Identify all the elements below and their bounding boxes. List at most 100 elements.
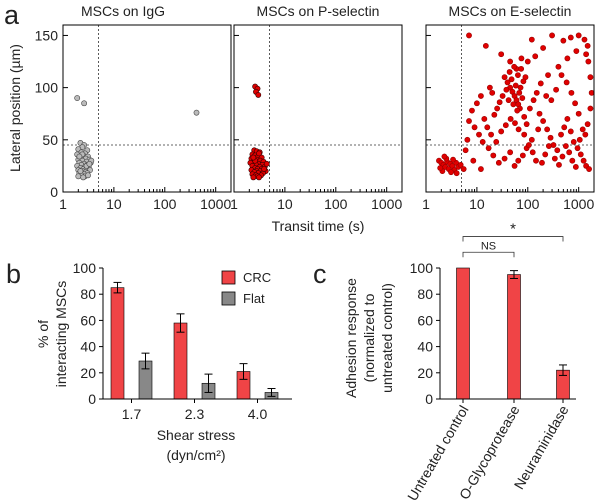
a3-point <box>547 134 554 141</box>
b-xlabel-line2: (dyn/cm²) <box>166 447 225 463</box>
a3-point <box>584 42 591 49</box>
a3-point <box>567 128 574 135</box>
a1-x-tick-label: 1000 <box>200 196 231 212</box>
a3-point <box>510 101 517 108</box>
c-x-axis: Untreated controlO-GlycoproteaseNeuramin… <box>404 399 572 502</box>
panel-b: % of interacting MSCs 0 20 40 60 80 100 1.7 2.… <box>35 260 292 463</box>
a2-x-tick-label: 10 <box>277 196 293 212</box>
a3-point <box>514 107 521 114</box>
a3-point <box>524 58 531 65</box>
a3-point <box>503 86 510 93</box>
a3-point <box>587 74 594 81</box>
a1-x-tick-label: 10 <box>106 196 122 212</box>
c-y-tick-label: 60 <box>417 312 433 328</box>
a3-point <box>540 45 547 51</box>
a3-point <box>450 156 456 163</box>
a3-point <box>572 100 578 107</box>
a3-point <box>506 69 513 75</box>
a3-point <box>519 152 526 159</box>
a3-point <box>567 34 574 41</box>
a3-point <box>507 58 514 65</box>
a3-point <box>499 93 506 99</box>
a3-point <box>535 126 542 133</box>
a3-points <box>436 32 595 177</box>
a2-x-axis: 1 10 100 1000 <box>230 34 403 212</box>
a3-point <box>528 136 535 143</box>
b-ylabel-line1: % of <box>35 320 51 348</box>
a2-x-tick-label: 1 <box>230 196 238 212</box>
a3-point <box>587 105 594 112</box>
a3-point <box>532 53 539 60</box>
c-y-axis: 0 20 40 60 80 100 <box>410 260 440 407</box>
panel-c: Adhesion response (normalized to untreat… <box>343 221 576 502</box>
a3-point <box>476 131 482 138</box>
a3-point <box>457 161 464 168</box>
a3-title: MSCs on E-selectin <box>449 3 572 19</box>
a3-point <box>508 76 515 83</box>
a3-point <box>549 32 555 39</box>
a2-point <box>256 150 262 157</box>
a3-point <box>515 126 522 133</box>
a3-point <box>554 147 561 154</box>
b-x-tick-label: 4.0 <box>248 406 268 422</box>
b-y-tick-label: 80 <box>80 286 96 302</box>
a3-point <box>460 166 467 172</box>
a3-point <box>515 72 521 78</box>
b-xlabel-line1: Shear stress <box>157 427 236 443</box>
c-y-tick-label: 80 <box>417 286 433 302</box>
a3-point <box>564 55 571 62</box>
b-ylabel-line2: interacting MSCs <box>53 281 69 388</box>
a3-point <box>488 131 494 138</box>
a3-point <box>466 118 472 124</box>
a3-point <box>558 72 565 78</box>
a3-point <box>466 32 472 39</box>
a3-x-tick-label: 1000 <box>563 196 594 212</box>
a3-point <box>585 58 592 65</box>
a1-y-axis: 0 50 100 150 <box>35 27 68 200</box>
a1-point <box>77 168 84 175</box>
b-legend-swatch-crc <box>221 270 236 285</box>
a3-point <box>512 82 519 89</box>
a1-points <box>74 95 200 181</box>
a3-point <box>530 97 537 104</box>
a3-point <box>502 122 509 129</box>
a3-point <box>493 138 500 145</box>
a3-point <box>489 89 496 96</box>
a3-point <box>491 111 498 118</box>
a2-threshold-lines <box>234 25 402 192</box>
c-significance: NS * <box>462 221 564 258</box>
a2-x-tick-label: 100 <box>324 196 348 212</box>
a3-point <box>545 72 551 78</box>
a3-point <box>579 126 586 133</box>
a3-point <box>525 142 532 148</box>
a3-point <box>546 143 552 149</box>
a2-point <box>261 166 267 172</box>
a3-point <box>576 136 583 143</box>
a3-x-axis: 1 10 100 1000 <box>422 34 595 212</box>
a3-point <box>485 145 492 152</box>
a3-point <box>511 63 518 70</box>
c-y-tick-label: 0 <box>425 391 433 407</box>
b-y-tick-label: 100 <box>73 260 97 276</box>
a3-point <box>586 166 592 172</box>
a3-x-tick-label: 100 <box>516 196 540 212</box>
b-y-tick-label: 0 <box>88 391 96 407</box>
a3-point <box>570 138 577 145</box>
a3-point <box>473 100 480 107</box>
c-bracket-label: * <box>510 221 516 238</box>
a3-point <box>478 166 484 172</box>
c-bar <box>456 267 470 400</box>
a3-point <box>577 151 584 158</box>
a3-point <box>464 136 471 143</box>
a3-point <box>575 32 582 39</box>
a3-point <box>526 105 533 112</box>
a3-point <box>481 116 488 122</box>
a3-point <box>470 157 477 164</box>
a1-point <box>80 174 87 181</box>
a1-x-tick-label: 100 <box>153 196 177 212</box>
a1-point <box>75 173 82 180</box>
b-x-tick-label: 1.7 <box>122 406 142 422</box>
a1-y-tick-label: 0 <box>50 184 58 200</box>
a2-xlabel: Transit time (s) <box>272 218 365 234</box>
a1-point <box>81 100 88 107</box>
